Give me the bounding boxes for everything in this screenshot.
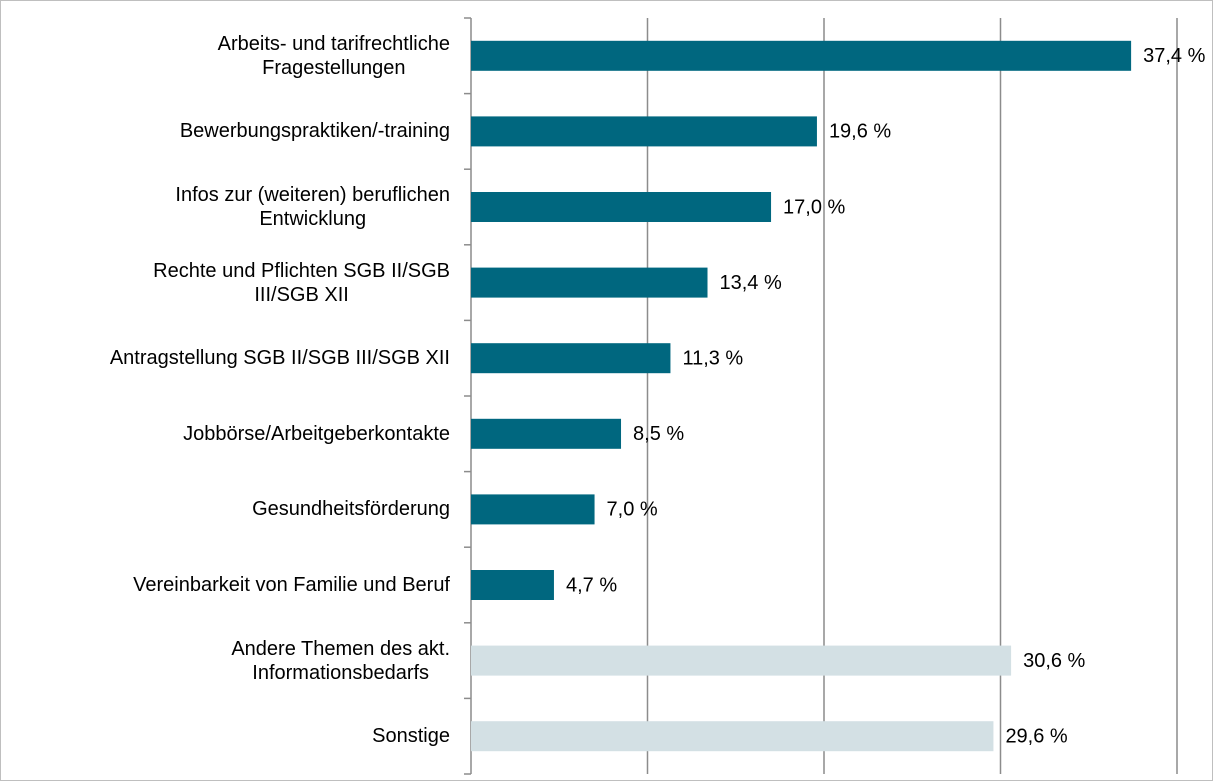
category-label: Rechte und Pflichten SGB II/SGB III/SGB …	[153, 259, 450, 307]
bar	[471, 494, 595, 525]
value-label: 17,0 %	[783, 196, 845, 218]
category-label: Jobbörse/Arbeitgeberkontakte	[183, 422, 450, 446]
bar	[471, 418, 622, 449]
value-label: 19,6 %	[829, 121, 891, 143]
bar	[471, 570, 554, 600]
category-label: Andere Themen des akt. Informationsbedar…	[231, 637, 450, 685]
category-text: Vereinbarkeit von Familie und Beruf	[133, 574, 450, 596]
category-text: Bewerbungspraktiken/-training	[179, 120, 450, 143]
category-label: Bewerbungspraktiken/-training	[180, 119, 450, 143]
category-text: Rechte und Pflichten SGB II/SGB III/SGB …	[153, 259, 450, 306]
category-text: Sonstige	[372, 725, 450, 748]
category-text: Andere Themen des akt. Informationsbedar…	[231, 637, 450, 684]
bar	[471, 116, 817, 147]
value-label: 4,7 %	[566, 574, 617, 596]
category-label: Vereinbarkeit von Familie und Beruf	[133, 573, 450, 597]
category-label: Infos zur (weiteren) beruflichen Entwick…	[175, 183, 450, 231]
value-label: 7,0 %	[607, 499, 658, 521]
category-label: Arbeits- und tarifrechtliche Fragestellu…	[218, 32, 450, 80]
value-label: 29,6 %	[1005, 725, 1067, 747]
category-label: Gesundheitsförderung	[252, 497, 450, 521]
category-text: Antragstellung SGB II/SGB III/SGB XII	[109, 347, 450, 370]
bar	[471, 645, 1012, 676]
category-label: Sonstige	[372, 724, 450, 748]
bar	[471, 267, 708, 298]
value-label: 13,4 %	[720, 272, 782, 294]
category-text: Jobbörse/Arbeitgeberkontakte	[183, 422, 450, 445]
bar	[471, 721, 994, 752]
bar	[471, 40, 1132, 71]
value-label: 11,3 %	[682, 347, 743, 369]
bar	[471, 343, 671, 374]
bar	[471, 192, 772, 222]
category-text: Gesundheitsförderung	[252, 498, 450, 521]
value-label: 30,6 %	[1023, 650, 1085, 672]
category-text: Infos zur (weiteren) beruflichen Entwick…	[175, 184, 450, 230]
value-label: 37,4 %	[1143, 45, 1205, 67]
value-label: 8,5 %	[633, 423, 684, 445]
category-text: Arbeits- und tarifrechtliche Fragestellu…	[217, 32, 450, 79]
category-label: Antragstellung SGB II/SGB III/SGB XII	[110, 346, 450, 370]
